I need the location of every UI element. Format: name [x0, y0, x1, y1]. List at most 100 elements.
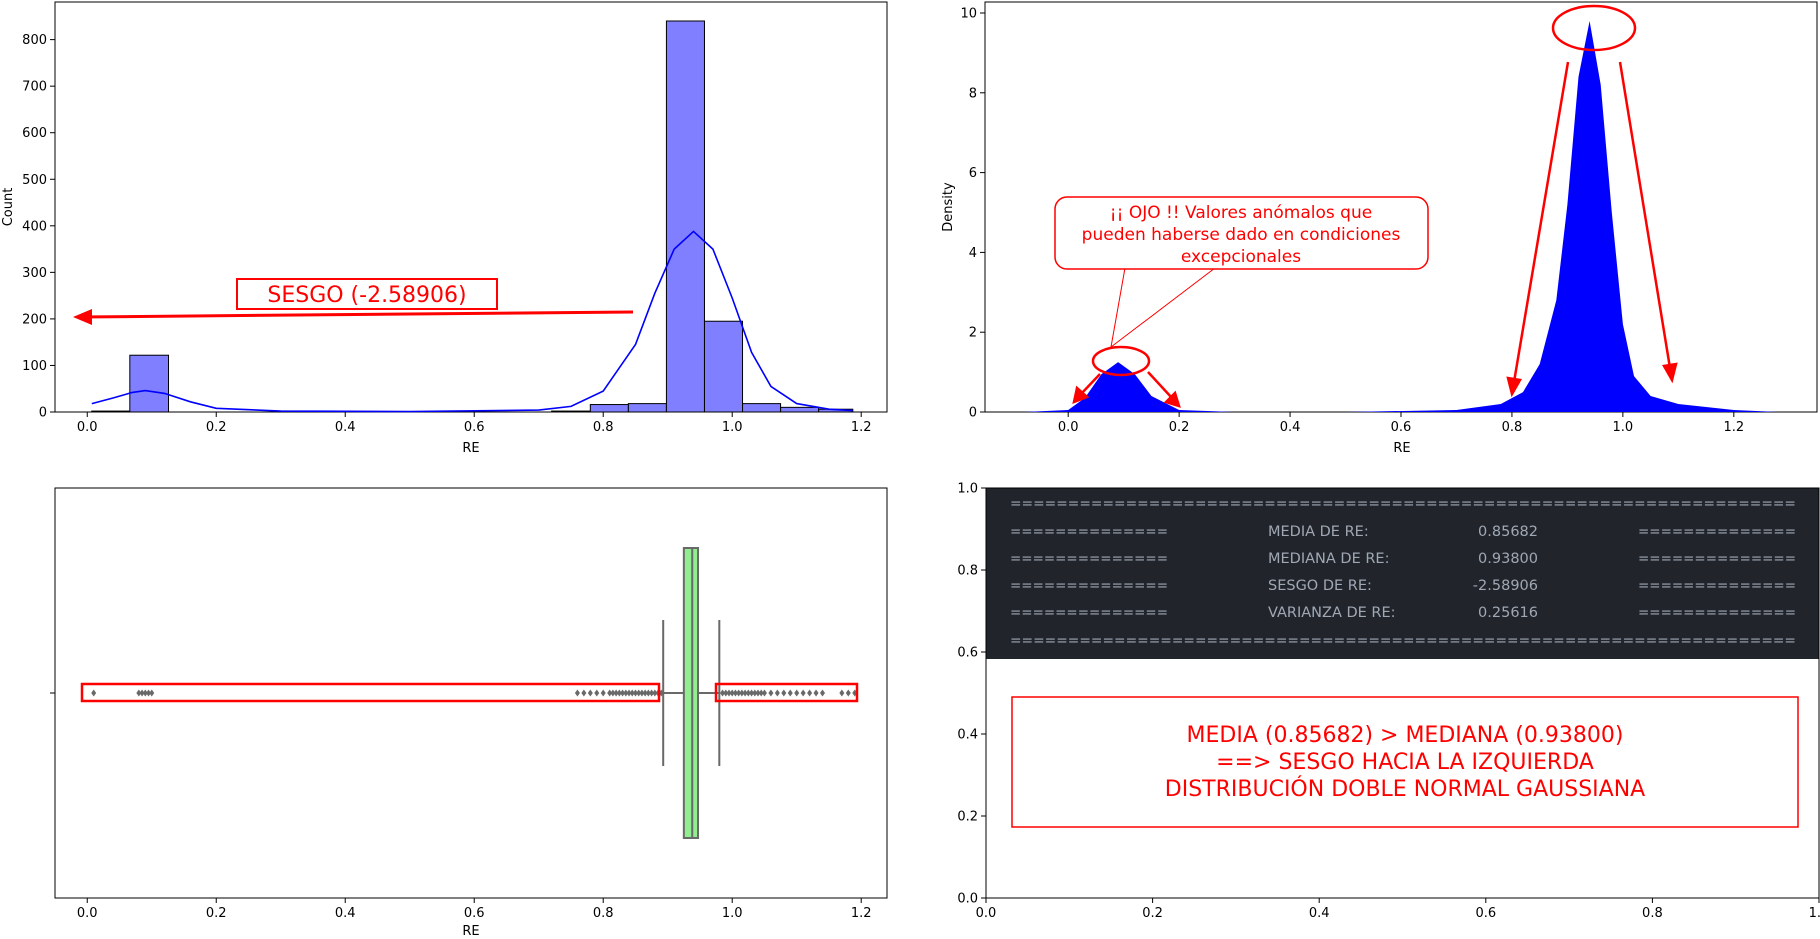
stat-value-mediana: 0.93800 [1478, 551, 1538, 567]
boxplot-x-label: RE [462, 924, 479, 939]
boxplot-outlier [813, 689, 819, 697]
boxplot-outlier [845, 689, 851, 697]
histogram-bar [665, 20, 705, 413]
histogram-y-tick-label: 300 [22, 266, 47, 281]
boxplot-outlier [761, 689, 767, 697]
histogram-bar [780, 406, 820, 413]
terminal-pad-right: ============== [1638, 578, 1796, 594]
density-x-tick-label: 0.4 [1280, 420, 1301, 435]
density-x-tick-label: 0.6 [1391, 420, 1412, 435]
histogram-bar [703, 320, 744, 413]
stat-value-varianza: 0.25616 [1478, 605, 1538, 621]
density-y-tick-label: 10 [960, 7, 977, 22]
histogram-y-tick-label: 500 [22, 173, 47, 188]
boxplot-outlier [839, 689, 845, 697]
boxplot-x-tick-label: 1.0 [722, 906, 743, 921]
boxplot-outlier [620, 689, 626, 697]
stats-y-tick-label: 0.8 [957, 564, 978, 579]
callout-pointer [1110, 267, 1216, 349]
density-y-ticks: 0 2 4 6 8 10 [960, 7, 985, 421]
histogram-y-tick-label: 0 [39, 406, 47, 421]
histogram-x-tick-label: 1.2 [851, 420, 872, 435]
boxplot-x-tick-label: 0.8 [593, 906, 614, 921]
stat-value-media: 0.85682 [1478, 524, 1538, 540]
boxplot-outlier [781, 689, 787, 697]
density-panel: 0.0 0.2 0.4 0.6 0.8 1.0 1.2 0 2 4 6 8 10 RE Density… [941, 1, 1818, 456]
density-y-label: Density [941, 182, 956, 232]
outlier-region-left [80, 682, 661, 703]
stat-value-sesgo: -2.58906 [1473, 578, 1538, 594]
boxplot-outlier [636, 689, 642, 697]
density-area [1023, 21, 1779, 412]
arrow-anomaly-left-head [1072, 385, 1090, 404]
terminal-pad-left: ============== [1010, 524, 1168, 540]
boxplot-x-tick-label: 0.6 [464, 906, 485, 921]
density-x-label: RE [1393, 441, 1410, 456]
stat-label-varianza: VARIANZA DE RE: [1268, 605, 1396, 621]
conclusion-line-3: DISTRIBUCIÓN DOBLE NORMAL GAUSSIANA [1165, 776, 1645, 802]
density-x-tick-label: 1.0 [1613, 420, 1634, 435]
boxplot-outlier [749, 689, 755, 697]
histogram-y-tick-label: 800 [22, 33, 47, 48]
stats-y-tick-label: 1.0 [957, 482, 978, 497]
boxplot-outlier [610, 689, 616, 697]
boxplot-outlier [755, 689, 761, 697]
terminal-pad-right: ============== [1638, 605, 1796, 621]
density-y-tick-label: 8 [969, 86, 977, 101]
histogram-x-tick-label: 0.6 [464, 420, 485, 435]
skew-arrow [79, 310, 634, 319]
histogram-bar [129, 354, 170, 413]
terminal-pad-left: ============== [1010, 578, 1168, 594]
skew-annotation-text: SESGO (-2.58906) [267, 283, 466, 308]
boxplot-outlier [607, 689, 613, 697]
histogram-bar [91, 410, 131, 413]
boxplot-outlier [629, 689, 635, 697]
histogram-y-tick-label: 200 [22, 312, 47, 327]
density-y-tick-label: 0 [969, 406, 977, 421]
terminal-pad-left: ============== [1010, 605, 1168, 621]
density-x-tick-label: 0.0 [1058, 420, 1079, 435]
boxplot-outlier [807, 689, 813, 697]
boxplot-box [682, 547, 700, 839]
callout-line-1: ¡¡ OJO !! Valores anómalos que [1110, 203, 1372, 223]
stats-x-tick-label: 0.8 [1642, 906, 1663, 921]
histogram-y-tick-label: 700 [22, 80, 47, 95]
histogram-bar [551, 410, 591, 413]
conclusion-line-1: MEDIA (0.85682) > MEDIANA (0.93800) [1187, 723, 1624, 748]
histogram-y-label: Count [1, 188, 16, 227]
boxplot-outlier [739, 689, 745, 697]
stats-y-tick-label: 0.2 [957, 810, 978, 825]
skew-annotation-box [236, 278, 498, 310]
arrow-main-left-head [1506, 376, 1522, 398]
histogram-x-label: RE [462, 441, 479, 456]
terminal-pad-right: ============== [1638, 524, 1796, 540]
boxplot-outlier [787, 689, 793, 697]
terminal-pad-right: ============== [1638, 551, 1796, 567]
density-x-tick-label: 0.8 [1502, 420, 1523, 435]
conclusion-line-2: ==> SESGO HACIA LA IZQUIERDA [1216, 750, 1594, 775]
boxplot-outlier [649, 689, 655, 697]
terminal-row: ============== SESGO DE RE: -2.58906 ===… [1010, 578, 1796, 594]
boxplot-marks [91, 547, 858, 839]
histogram-y-tick-label: 600 [22, 126, 47, 141]
outlier-region-right [714, 682, 859, 703]
stats-x-tick-label: 0.4 [1309, 906, 1330, 921]
boxplot-outlier [800, 689, 806, 697]
boxplot-x-tick-label: 0.2 [206, 906, 227, 921]
histogram-x-ticks: 0.0 0.2 0.4 0.6 0.8 1.0 1.2 [77, 412, 872, 435]
histogram-x-tick-label: 0.4 [335, 420, 356, 435]
boxplot-outlier [626, 689, 632, 697]
stats-x-ticks: 0.0 0.2 0.4 0.6 0.8 1.0 [976, 898, 1820, 921]
boxplot-outlier [729, 689, 735, 697]
arrow-main-left [1512, 61, 1570, 383]
histogram-y-tick-label: 400 [22, 219, 47, 234]
arrow-main-right [1618, 61, 1672, 369]
boxplot-x-tick-label: 0.0 [77, 906, 98, 921]
terminal-pad-left: ============== [1010, 551, 1168, 567]
callout-box [1054, 196, 1429, 270]
histogram-x-tick-label: 1.0 [722, 420, 743, 435]
callout-line-3: excepcionales [1181, 247, 1301, 267]
boxplot-outlier [613, 689, 619, 697]
boxplot-outlier [723, 689, 729, 697]
boxplot-outlier [146, 689, 152, 697]
